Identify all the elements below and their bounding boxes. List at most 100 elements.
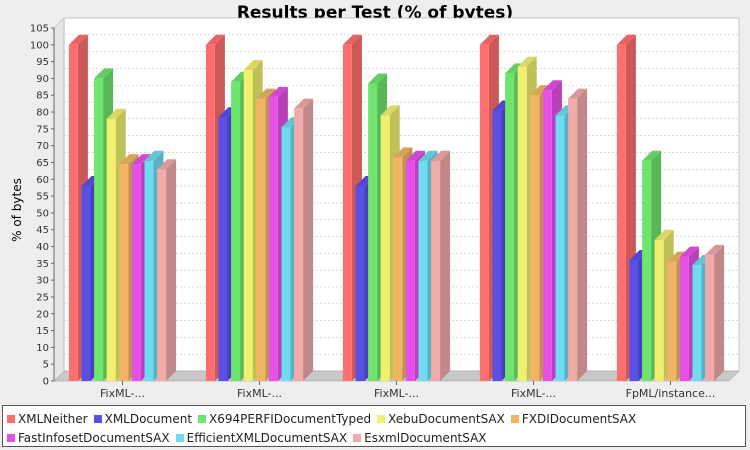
bar-front xyxy=(679,256,689,381)
bar-top xyxy=(393,147,413,158)
y-axis-label: % of bytes xyxy=(10,178,24,242)
bar-front xyxy=(542,90,552,381)
bar-front xyxy=(281,127,291,381)
bar-front xyxy=(355,186,365,381)
legend-swatch xyxy=(353,433,362,442)
legend-swatch xyxy=(175,433,184,442)
bar-top xyxy=(431,150,451,161)
bar-top xyxy=(642,150,662,161)
y-axis-ticks: 0 5 10 15 20 25 30 35 40 45 50 55 60 65 70 75 80 85 90 95 10… xyxy=(30,24,55,388)
bar-top xyxy=(530,85,550,96)
bar-top xyxy=(517,56,537,67)
bar-front xyxy=(642,160,652,381)
legend-swatch xyxy=(93,414,102,423)
bar-top xyxy=(418,150,438,161)
legend-item: EfficientXMLDocumentSAX xyxy=(175,430,348,445)
bar-front xyxy=(479,44,489,382)
bar-top xyxy=(479,34,499,45)
y-tick-label: 70 xyxy=(36,141,49,152)
bar-front xyxy=(418,160,428,381)
bar-front xyxy=(205,44,215,382)
legend-item: EsxmlDocumentSAX xyxy=(353,430,487,445)
bar-top xyxy=(68,34,88,45)
legend-swatch xyxy=(377,414,386,423)
y-tick-label: 75 xyxy=(36,124,49,135)
bar-front xyxy=(268,96,278,382)
bar-side xyxy=(440,150,451,381)
bar-front xyxy=(157,169,167,381)
bar-top xyxy=(94,68,114,79)
bar-front xyxy=(667,261,677,381)
y-tick-label: 5 xyxy=(43,360,49,371)
bar-top xyxy=(616,34,636,45)
bar-top xyxy=(667,251,687,262)
x-tick-label: FixML-... xyxy=(374,387,419,400)
bar-top xyxy=(368,73,388,84)
bar-front xyxy=(530,95,540,381)
bar-front xyxy=(380,115,390,382)
bar-front xyxy=(94,78,104,381)
x-tick-label: FixML-... xyxy=(511,387,556,400)
legend-item: XMLNeither xyxy=(7,412,88,426)
bar-front xyxy=(405,160,415,381)
bar-top xyxy=(243,60,263,71)
x-tick-label: FpML/instance... xyxy=(626,387,716,400)
y-tick-label: 20 xyxy=(36,309,49,320)
bar-front xyxy=(106,118,116,382)
y-tick-label: 10 xyxy=(36,343,49,354)
bar-front xyxy=(119,164,129,381)
bar-front xyxy=(705,254,715,381)
bar-top xyxy=(405,150,425,161)
bar-front xyxy=(342,44,352,382)
bar-front xyxy=(654,239,664,381)
y-tick-label: 95 xyxy=(36,57,49,68)
legend-swatch xyxy=(510,414,519,423)
y-tick-label: 35 xyxy=(36,259,49,270)
bars xyxy=(68,34,725,382)
bar-front xyxy=(144,160,154,381)
bar-side xyxy=(714,244,725,381)
legend-item: XMLDocument xyxy=(93,411,193,426)
y-tick-label: 30 xyxy=(36,276,49,287)
x-tick-label: FixML-... xyxy=(237,387,282,400)
bar-front xyxy=(243,70,253,382)
x-tick-label: FixML-... xyxy=(100,387,145,400)
bar-front xyxy=(692,265,702,381)
bar-side xyxy=(166,159,177,381)
legend: XMLNeither XMLDocument X694PERFIDocumentTy… xyxy=(2,405,746,447)
bar-top xyxy=(131,154,151,165)
bar-top xyxy=(144,150,164,161)
legend-row: FastInfosetDocumentSAX EfficientXMLDocume… xyxy=(7,428,741,447)
legend-swatch xyxy=(7,414,15,423)
bar-top xyxy=(294,98,314,109)
plot-side-wall xyxy=(53,17,65,382)
bar-top xyxy=(205,34,225,45)
bar-top xyxy=(342,34,362,45)
y-tick-label: 15 xyxy=(36,326,49,337)
legend-label: X694PERFIDocumentTyped xyxy=(209,411,372,426)
legend-label: XMLDocument xyxy=(104,411,193,426)
y-tick-label: 55 xyxy=(36,192,49,203)
bar-front xyxy=(616,44,626,382)
bar-top xyxy=(119,154,139,165)
legend-label: EsxmlDocumentSAX xyxy=(364,430,487,445)
y-tick-label: 100 xyxy=(30,40,49,51)
legend-item: FastInfosetDocumentSAX xyxy=(7,431,170,445)
y-tick-label: 25 xyxy=(36,292,49,303)
bar-front xyxy=(68,44,78,382)
bar-side xyxy=(303,98,314,381)
legend-label: EfficientXMLDocumentSAX xyxy=(186,430,348,445)
bar-front xyxy=(505,73,515,381)
legend-label: XebuDocumentSAX xyxy=(388,411,505,426)
y-tick-label: 80 xyxy=(36,108,49,119)
bar-front xyxy=(218,117,228,381)
bar-front xyxy=(368,83,378,381)
bar xyxy=(157,159,177,381)
bar-side xyxy=(577,88,588,381)
bar-top xyxy=(679,246,699,257)
legend-label: XMLNeither xyxy=(18,411,88,426)
legend-item: FXDIDocumentSAX xyxy=(510,412,636,426)
legend-item: XebuDocumentSAX xyxy=(377,412,505,426)
bar-top xyxy=(157,159,177,170)
